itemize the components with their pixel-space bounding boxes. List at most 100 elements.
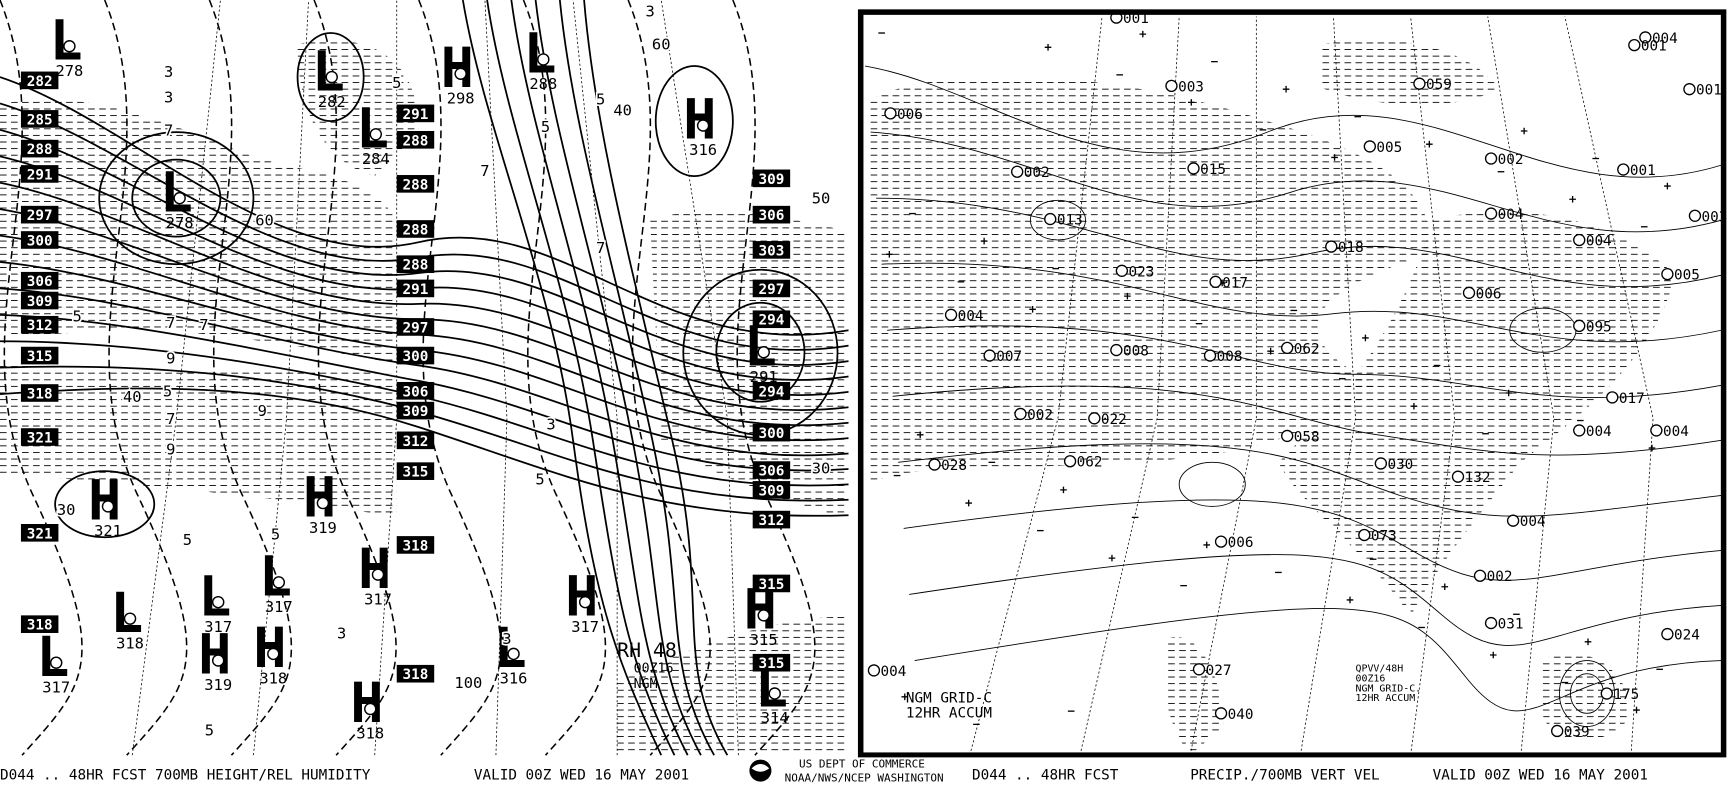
footer-band — [0, 757, 1728, 786]
height-label-box — [20, 291, 59, 310]
contour-label: 3 — [337, 624, 346, 642]
precip-marker — [1628, 38, 1641, 52]
sign-marker — [1267, 347, 1274, 355]
sign-marker — [1441, 583, 1449, 591]
contour-label: 3 — [164, 88, 173, 106]
height-contour — [654, 65, 734, 178]
height-contour — [461, 0, 663, 756]
height-label-box — [396, 401, 435, 420]
precip-marker — [1014, 407, 1027, 421]
center-value: 278 — [166, 214, 194, 232]
height-label-box — [752, 423, 791, 442]
height-label-box — [752, 510, 791, 529]
sign-marker — [1664, 182, 1671, 190]
center-letter: L — [110, 581, 143, 645]
sign-marker — [1648, 444, 1656, 452]
center-marker — [211, 654, 225, 667]
precip-amount: 006 — [897, 107, 923, 123]
contour-label: 7 — [166, 314, 175, 332]
precip-amount: 006 — [1228, 535, 1254, 551]
center-marker — [757, 609, 770, 622]
precip-marker — [1639, 31, 1652, 44]
precip-marker — [1600, 687, 1613, 700]
contour-label: 5 — [271, 525, 280, 543]
height-label: 288 — [403, 133, 429, 149]
precip-marker — [1110, 343, 1123, 357]
precip-amount: 027 — [1206, 663, 1232, 679]
center-marker — [371, 568, 385, 581]
vert-vel-contour — [887, 325, 1722, 398]
footer-agency-2: NOAA/NWS/NCEP WASHINGTON — [785, 772, 944, 785]
precip-marker — [1484, 207, 1498, 220]
precip-marker — [1088, 412, 1101, 425]
precip-marker — [1462, 286, 1476, 299]
center-marker — [768, 687, 781, 700]
height-label-box — [752, 241, 791, 259]
center-marker — [272, 576, 286, 589]
height-contour — [486, 0, 676, 756]
height-label-box — [752, 653, 791, 672]
precip-amount: 013 — [1057, 213, 1083, 229]
precip-amount: 005 — [1674, 268, 1700, 284]
state-line — [572, 0, 618, 756]
height-label-box — [752, 169, 791, 188]
state-line — [1410, 16, 1456, 756]
precip-marker — [1187, 162, 1200, 175]
center-value: 288 — [529, 75, 557, 93]
precip-marker — [1551, 724, 1564, 738]
height-label-box — [396, 462, 435, 480]
precip-amount: 005 — [1376, 140, 1402, 156]
sign-marker — [1584, 638, 1592, 646]
precip-amount: 039 — [1564, 724, 1590, 740]
height-label: 312 — [759, 513, 785, 529]
height-label-box — [20, 315, 59, 334]
height-label: 297 — [403, 320, 429, 336]
precip-marker — [1650, 424, 1663, 437]
contour-label: 9 — [166, 349, 175, 367]
precip-shading — [1322, 40, 1499, 105]
height-label-box — [20, 139, 59, 158]
contour-label: 3 — [646, 3, 655, 21]
precip-amount: 002 — [1024, 165, 1050, 181]
contour-label: 7 — [199, 316, 208, 334]
precip-marker — [1473, 569, 1487, 582]
footer-left-valid: VALID 00Z WED 16 MAY 2001 — [474, 767, 689, 783]
height-label: 291 — [403, 282, 429, 298]
contour-label: 5 — [163, 382, 172, 400]
center-letter: H — [198, 623, 231, 687]
vert-vel-contour — [881, 262, 1722, 343]
contour-label: 5 — [392, 74, 401, 92]
precip-marker — [1573, 233, 1586, 247]
height-label: 294 — [759, 313, 785, 329]
center-marker — [267, 647, 280, 661]
height-label-box — [396, 346, 435, 365]
height-label: 306 — [759, 208, 785, 224]
center-letter: L — [160, 160, 193, 224]
height-contour — [0, 287, 849, 457]
contour-label: 7 — [596, 239, 605, 257]
precip-contour — [1029, 199, 1086, 241]
center-marker — [316, 496, 330, 510]
precip-marker — [1363, 140, 1377, 153]
precip-amount: 040 — [1228, 707, 1254, 723]
height-label-box — [752, 461, 791, 479]
height-label: 303 — [759, 243, 785, 259]
center-value: 291 — [750, 368, 778, 386]
height-label-box — [396, 131, 435, 149]
center-value: 316 — [500, 670, 528, 688]
precip-amount: 028 — [941, 458, 967, 474]
center-marker — [507, 647, 520, 661]
sign-marker — [1108, 554, 1116, 562]
precip-marker — [1281, 341, 1294, 355]
center-marker — [101, 500, 115, 513]
sign-marker — [1489, 651, 1497, 659]
precip-amount: 004 — [1586, 424, 1612, 440]
precip-marker — [1063, 455, 1077, 468]
panel-annotation: 00Z16 — [634, 662, 674, 677]
footer-right-product: PRECIP./700MB VERT VEL — [1190, 767, 1379, 783]
height-label-box — [20, 384, 59, 402]
footer-left-title: D044 .. 48HR FCST 700MB HEIGHT/REL HUMID… — [0, 767, 371, 783]
precip-amount: 008 — [1217, 349, 1243, 365]
